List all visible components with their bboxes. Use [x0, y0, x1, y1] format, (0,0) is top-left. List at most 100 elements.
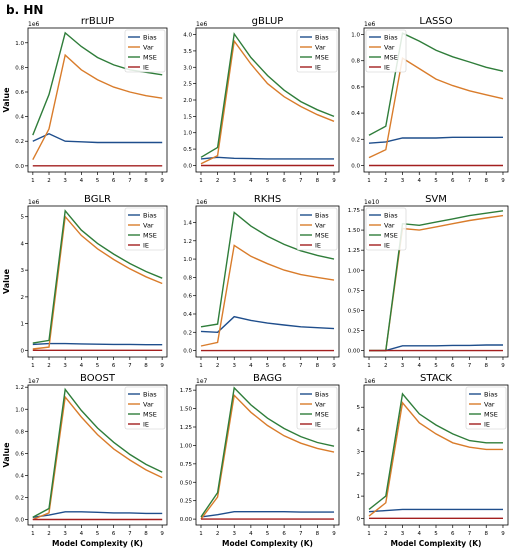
y-tick-label: 1.0	[183, 257, 192, 263]
chart-panel-gblup: gBLUP 1e6 0.0 0.5 1.0 1.5 2.0 2.5 3.0 3.5 4.0 1 2 3 4 5…	[183, 16, 340, 184]
chart-title: SVM	[425, 194, 447, 205]
legend: Bias Var MSE IE	[465, 386, 507, 430]
x-tick-label: 9	[332, 178, 336, 184]
y-tick-label: 0.0	[183, 163, 192, 169]
chart-title: rrBLUP	[81, 16, 114, 27]
chart-title: BAGG	[253, 373, 282, 384]
y-tick-label: 0.4	[351, 111, 360, 117]
x-tick-label: 9	[501, 178, 505, 184]
x-tick-label: 6	[112, 178, 116, 184]
legend-box	[365, 207, 407, 251]
x-tick-label: 4	[418, 531, 422, 537]
x-tick-label: 2	[47, 531, 51, 537]
y-tick-label: 0.6	[351, 85, 360, 91]
x-tick-label: 4	[418, 363, 422, 369]
y-tick-label: 4	[21, 241, 25, 247]
y-axis-label: Value	[2, 442, 11, 468]
chart-title: BGLR	[84, 194, 111, 205]
chart-panel-svm: SVM 1e10 0.00 0.25 0.50 0.75 1.00 1.25 1.50 1.75 1…	[348, 194, 509, 369]
scale-exponent-label: 1e7	[28, 378, 40, 385]
y-tick-label: 5	[357, 405, 361, 411]
legend-label-bias: Bias	[143, 212, 157, 220]
y-tick-label: 4.0	[183, 33, 192, 39]
x-tick-label: 5	[96, 363, 100, 369]
y-tick-label: 0.6	[183, 294, 192, 300]
y-tick-label: 1.00	[180, 443, 193, 449]
x-tick-label: 4	[249, 178, 253, 184]
chart-panel-rrblup: rrBLUP 1e6 0.0 0.2 0.4 0.6 0.8 1.0 1 2 3 4 5 6 7 8 9 Valu…	[2, 16, 168, 184]
y-tick-label: 1	[21, 322, 25, 328]
legend-label-mse: MSE	[384, 54, 398, 62]
y-tick-label: 0.8	[351, 59, 360, 65]
legend: Bias Var MSE IE	[365, 207, 407, 251]
y-tick-label: 5	[21, 215, 25, 221]
legend: Bias Var MSE IE	[124, 386, 166, 430]
x-tick-label: 4	[418, 178, 422, 184]
x-tick-label: 3	[401, 531, 405, 537]
x-axis-label: Model Complexity (K)	[52, 539, 143, 548]
chart-panel-bagg: BAGG 1e7 0.00 0.25 0.50 0.75 1.00 1.25 1.50 1.75 1…	[180, 373, 340, 548]
y-tick-label: 0.0	[15, 164, 24, 170]
y-tick-label: 0.2	[183, 330, 192, 336]
x-tick-label: 9	[332, 363, 336, 369]
legend: Bias Var MSE IE	[296, 29, 338, 73]
legend-box	[124, 386, 166, 430]
y-tick-label: 1	[357, 494, 361, 500]
y-tick-label: 0.00	[180, 517, 193, 523]
scale-exponent-label: 1e10	[364, 199, 379, 206]
y-tick-label: 1.0	[351, 33, 360, 39]
series-line-var	[200, 244, 335, 347]
x-tick-label: 1	[367, 531, 371, 537]
y-tick-label: 0	[357, 516, 361, 522]
legend-box	[124, 207, 166, 251]
x-tick-label: 7	[468, 178, 472, 184]
legend-label-bias: Bias	[315, 34, 329, 42]
x-tick-label: 9	[160, 363, 164, 369]
legend-label-var: Var	[143, 222, 154, 230]
x-tick-label: 7	[128, 531, 132, 537]
x-tick-label: 5	[266, 363, 270, 369]
x-tick-label: 7	[299, 531, 303, 537]
x-axis-label: Model Complexity (K)	[391, 539, 482, 548]
chart-panel-rkhs: RKHS 1e6 0.0 0.2 0.4 0.6 0.8 1.0 1.2 1.4 1 2 3 4 5 6 7 8 9…	[183, 194, 340, 369]
y-tick-label: 0.8	[183, 275, 192, 281]
x-tick-label: 1	[31, 531, 35, 537]
y-tick-label: 0.6	[15, 451, 24, 457]
scale-exponent-label: 1e6	[28, 21, 40, 28]
y-tick-label: 0.75	[348, 288, 361, 294]
x-tick-label: 5	[434, 178, 438, 184]
x-tick-label: 7	[128, 178, 132, 184]
y-tick-label: 0.5	[183, 147, 192, 153]
x-tick-label: 5	[96, 178, 100, 184]
x-tick-label: 3	[401, 178, 405, 184]
scale-exponent-label: 1e6	[196, 21, 208, 28]
y-tick-label: 2	[357, 472, 361, 478]
legend: Bias Var MSE IE	[124, 29, 166, 73]
legend-box	[296, 386, 338, 430]
legend-label-bias: Bias	[315, 212, 329, 220]
y-tick-label: 1.50	[180, 407, 193, 413]
y-tick-label: 1.0	[15, 407, 24, 413]
x-tick-label: 3	[63, 363, 67, 369]
y-tick-label: 1.4	[183, 220, 192, 226]
x-tick-label: 9	[501, 531, 505, 537]
y-tick-label: 3.0	[183, 65, 192, 71]
y-tick-label: 1.00	[348, 268, 361, 274]
y-tick-label: 0.2	[15, 495, 24, 501]
x-tick-label: 2	[47, 363, 51, 369]
series-line-bias	[200, 511, 334, 518]
legend-label-var: Var	[315, 44, 326, 52]
scale-exponent-label: 1e6	[28, 199, 40, 206]
x-tick-label: 9	[160, 178, 164, 184]
legend-label-ie: IE	[143, 242, 149, 250]
x-tick-label: 2	[216, 363, 220, 369]
x-tick-label: 6	[112, 531, 116, 537]
legend-box	[124, 29, 166, 73]
legend-box	[296, 207, 338, 251]
x-tick-label: 6	[282, 178, 286, 184]
legend-label-var: Var	[315, 222, 326, 230]
x-tick-label: 8	[316, 531, 320, 537]
x-tick-label: 6	[451, 363, 455, 369]
x-tick-label: 2	[216, 531, 220, 537]
x-tick-label: 5	[96, 531, 100, 537]
